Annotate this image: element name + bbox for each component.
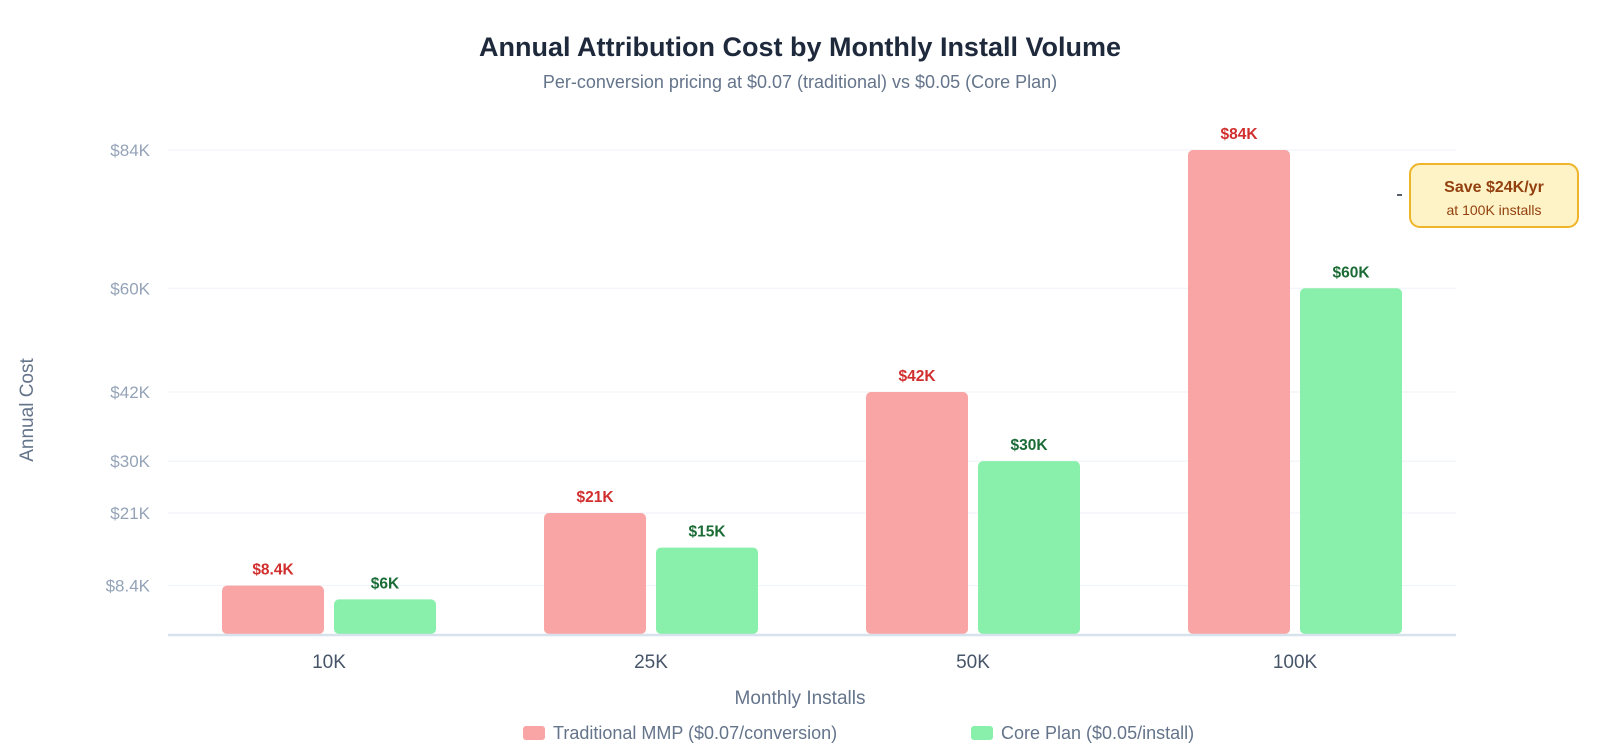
data-label: $8.4K xyxy=(252,562,294,579)
x-tick-label: 25K xyxy=(634,652,668,673)
chart-title: Annual Attribution Cost by Monthly Insta… xyxy=(479,32,1121,62)
x-axis-ticks: 10K 25K 50K 100K xyxy=(312,652,1317,673)
x-tick-label: 10K xyxy=(312,652,346,673)
x-tick-label: 50K xyxy=(956,652,990,673)
y-tick-label: $84K xyxy=(110,141,150,160)
bar-core-plan-50k xyxy=(978,461,1080,634)
legend-swatch xyxy=(971,726,993,740)
callout-box xyxy=(1409,163,1579,228)
y-tick-label: $8.4K xyxy=(106,577,151,596)
data-label: $30K xyxy=(1010,437,1048,454)
y-axis-label: Annual Cost xyxy=(17,358,38,462)
bar-core-plan-25k xyxy=(656,547,758,634)
data-labels: $8.4K $6K $21K $15K $42K $30K $84K $60K xyxy=(252,126,1370,592)
legend-label: Core Plan ($0.05/install) xyxy=(1001,723,1194,743)
chart-subtitle: Per-conversion pricing at $0.07 (traditi… xyxy=(543,72,1057,92)
bar-traditional-10k xyxy=(222,585,324,634)
savings-callout: Save $24K/yr at 100K installs xyxy=(1397,163,1579,228)
legend: Traditional MMP ($0.07/conversion) Core P… xyxy=(523,723,1194,743)
data-label: $84K xyxy=(1220,126,1258,143)
callout-subtitle: at 100K installs xyxy=(1447,202,1542,218)
x-axis-label: Monthly Installs xyxy=(735,688,866,709)
data-label: $42K xyxy=(898,368,936,385)
x-tick-label: 100K xyxy=(1273,652,1318,673)
y-axis-ticks: $8.4K $21K $30K $42K $60K $84K xyxy=(106,141,151,596)
y-tick-label: $42K xyxy=(110,383,150,402)
callout-title: Save $24K/yr xyxy=(1444,179,1544,196)
y-tick-label: $21K xyxy=(110,504,150,523)
bar-traditional-50k xyxy=(866,392,968,634)
bar-traditional-100k xyxy=(1188,150,1290,634)
legend-label: Traditional MMP ($0.07/conversion) xyxy=(553,723,837,743)
y-tick-label: $30K xyxy=(110,452,150,471)
data-label: $21K xyxy=(576,489,614,506)
y-tick-label: $60K xyxy=(110,279,150,298)
bars xyxy=(222,150,1402,634)
bar-traditional-25k xyxy=(544,513,646,634)
legend-swatch xyxy=(523,726,545,740)
bar-core-plan-100k xyxy=(1300,288,1402,634)
data-label: $60K xyxy=(1332,264,1370,281)
data-label: $6K xyxy=(371,575,400,592)
bar-core-plan-10k xyxy=(334,599,436,634)
data-label: $15K xyxy=(688,524,726,541)
